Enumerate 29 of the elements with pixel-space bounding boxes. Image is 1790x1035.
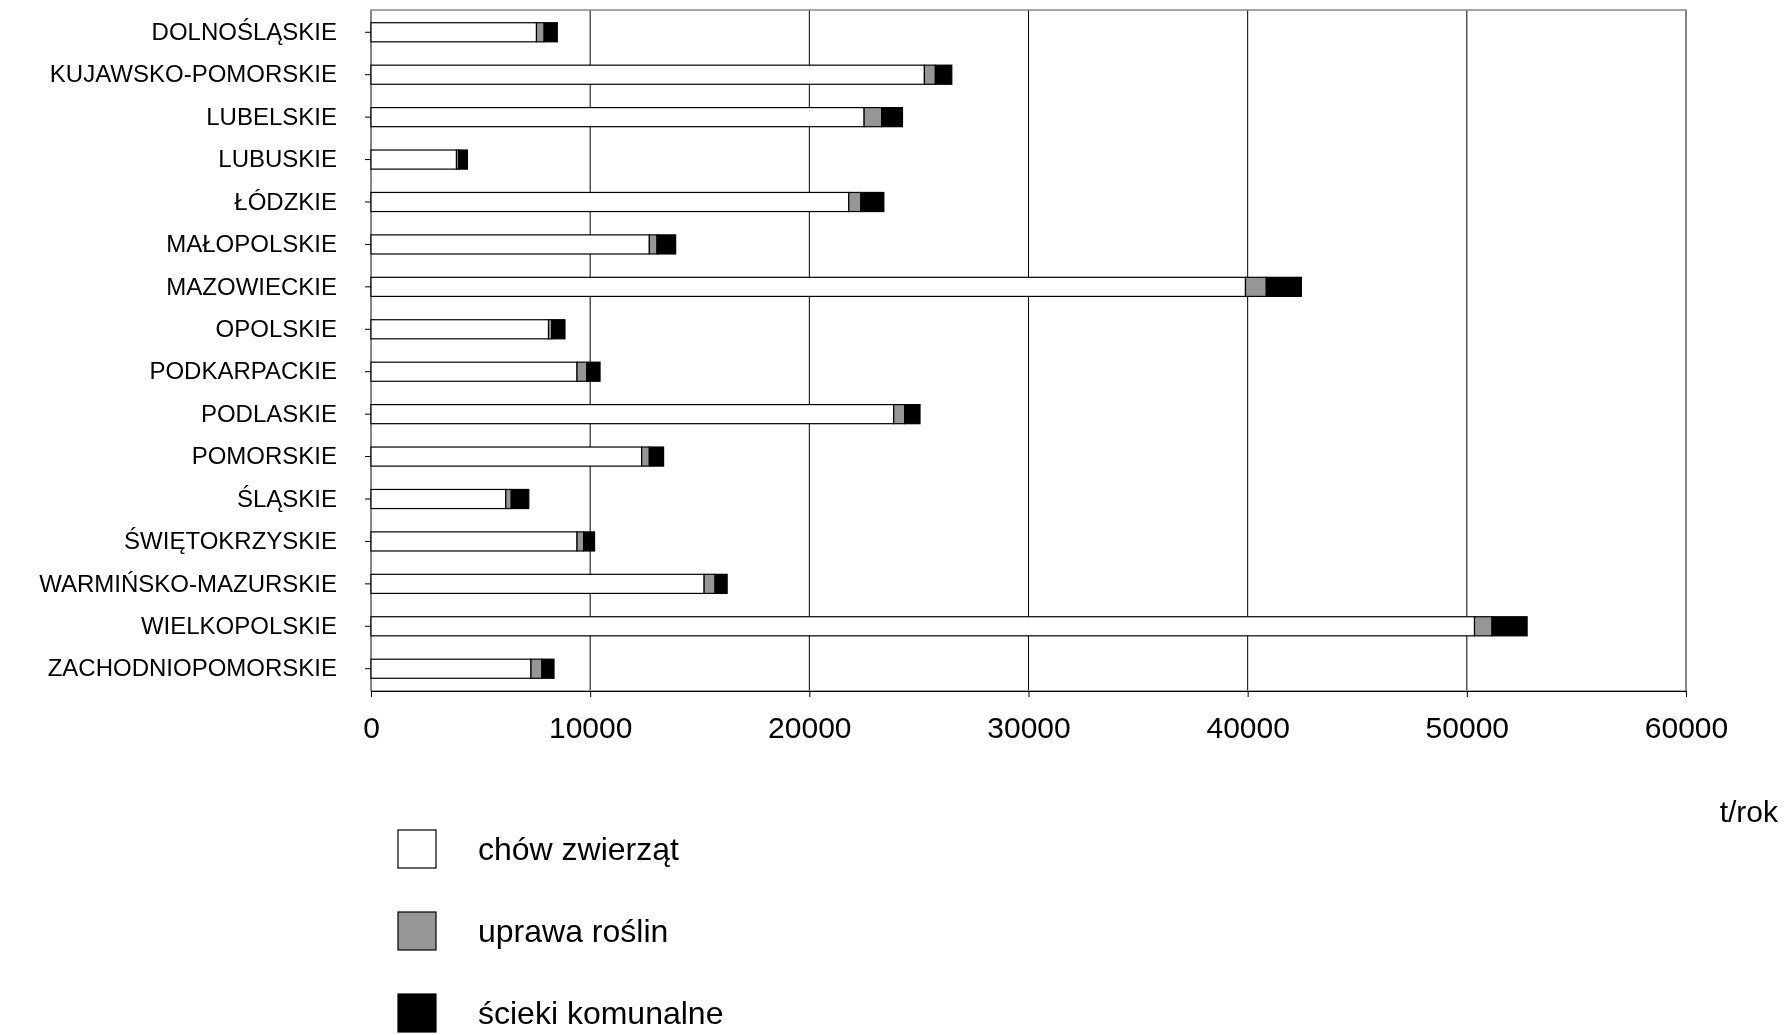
- y-tick-label: OPOLSKIE: [215, 314, 337, 342]
- y-tick-label: WIELKOPOLSKIE: [140, 611, 337, 639]
- legend-label: chów zwierząt: [478, 831, 680, 867]
- y-tick-label: ŚLĄSKIE: [236, 484, 337, 512]
- x-axis-title: t/rok: [1719, 795, 1779, 828]
- y-tick-label: PODLASKIE: [200, 399, 337, 427]
- y-tick-label: LUBELSKIE: [206, 102, 337, 130]
- y-tick-label: POMORSKIE: [191, 442, 337, 470]
- y-tick-label: ŁÓDZKIE: [234, 187, 337, 215]
- legend-label: uprawa roślin: [478, 913, 669, 949]
- x-tick-label: 20000: [768, 711, 852, 745]
- x-tick-label: 10000: [548, 711, 633, 745]
- y-tick-label: MAZOWIECKIE: [166, 272, 337, 300]
- y-tick-label: WARMIŃSKO-MAZURSKIE: [39, 569, 337, 597]
- y-tick-label: LUBUSKIE: [218, 145, 337, 173]
- x-tick-label: 40000: [1206, 711, 1290, 745]
- x-tick-label: 0: [363, 711, 380, 745]
- y-tick-label: KUJAWSKO-POMORSKIE: [49, 60, 337, 88]
- y-tick-label: PODKARPACKIE: [149, 357, 337, 385]
- y-tick-label: ZACHODNIOPOMORSKIE: [47, 654, 337, 682]
- y-tick-label: ŚWIĘTOKRZYSKIE: [124, 527, 337, 555]
- legend-label: ścieki komunalne: [478, 995, 724, 1031]
- x-tick-label: 30000: [987, 711, 1071, 745]
- y-tick-label: DOLNOŚLĄSKIE: [151, 17, 337, 45]
- bar: [551, 319, 566, 340]
- bar: [458, 149, 469, 170]
- y-tick-label: MAŁOPOLSKIE: [166, 230, 337, 258]
- x-tick-label: 50000: [1425, 711, 1510, 745]
- x-tick-label: 60000: [1644, 711, 1729, 745]
